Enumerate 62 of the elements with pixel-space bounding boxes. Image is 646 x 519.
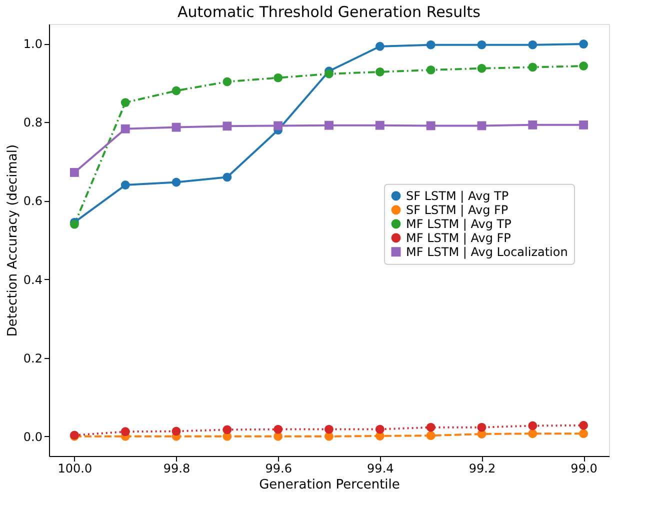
point bbox=[426, 65, 436, 74]
y-tick-label: 1.0 bbox=[23, 37, 42, 52]
point bbox=[172, 122, 181, 132]
point bbox=[375, 120, 384, 130]
x-tick-label: 100.0 bbox=[58, 462, 92, 476]
point bbox=[528, 421, 538, 430]
point bbox=[375, 42, 384, 51]
point bbox=[579, 62, 588, 70]
point bbox=[477, 64, 486, 73]
point bbox=[274, 424, 283, 434]
y-tick-label: 0.0 bbox=[23, 430, 42, 444]
point bbox=[222, 122, 232, 131]
legend-label: MF LSTM | Avg FP bbox=[406, 230, 511, 245]
point bbox=[426, 431, 436, 440]
point bbox=[222, 77, 232, 86]
point bbox=[528, 120, 538, 130]
point bbox=[426, 121, 436, 130]
point bbox=[528, 62, 538, 72]
point bbox=[324, 120, 334, 130]
y-tick-label: 0.6 bbox=[23, 194, 42, 208]
y-tick-label: 0.4 bbox=[23, 272, 42, 287]
x-tick-label: 99.8 bbox=[163, 462, 190, 476]
point bbox=[324, 424, 334, 434]
point bbox=[172, 178, 181, 187]
point bbox=[579, 40, 588, 48]
point bbox=[579, 420, 588, 430]
y-axis-title: Detection Accuracy (decimal) bbox=[5, 144, 20, 337]
x-axis-title: Generation Percentile bbox=[259, 478, 400, 492]
point bbox=[579, 120, 588, 130]
x-tick-label: 99.0 bbox=[570, 462, 598, 476]
point bbox=[172, 86, 181, 96]
point bbox=[426, 40, 436, 50]
y-tick-label: 0.2 bbox=[23, 351, 42, 366]
point bbox=[528, 429, 538, 438]
x-tick-label: 99.2 bbox=[468, 462, 496, 476]
y-tick-label: 0.8 bbox=[23, 116, 42, 130]
point bbox=[120, 98, 130, 108]
point bbox=[274, 121, 283, 130]
chart-title: Automatic Threshold Generation Results bbox=[178, 3, 481, 21]
legend-label: SF LSTM | Avg FP bbox=[406, 202, 508, 217]
point bbox=[375, 424, 384, 434]
legend-label: MF LSTM | Avg TP bbox=[406, 216, 512, 231]
point bbox=[120, 180, 130, 190]
legend-label: SF LSTM | Avg TP bbox=[406, 188, 509, 203]
point bbox=[274, 73, 283, 82]
point bbox=[222, 425, 232, 434]
point bbox=[477, 40, 486, 50]
point bbox=[70, 168, 79, 177]
point bbox=[477, 121, 486, 130]
point bbox=[579, 429, 588, 438]
point bbox=[172, 426, 181, 436]
point bbox=[120, 427, 130, 436]
point bbox=[222, 172, 232, 182]
point bbox=[120, 124, 130, 134]
point bbox=[528, 40, 538, 50]
point bbox=[426, 422, 436, 432]
x-tick-label: 99.4 bbox=[367, 462, 394, 476]
legend-label: MF LSTM | Avg Localization bbox=[406, 244, 568, 259]
point bbox=[477, 422, 486, 432]
x-tick-label: 99.6 bbox=[265, 462, 292, 476]
point bbox=[324, 69, 334, 78]
point bbox=[375, 67, 384, 76]
